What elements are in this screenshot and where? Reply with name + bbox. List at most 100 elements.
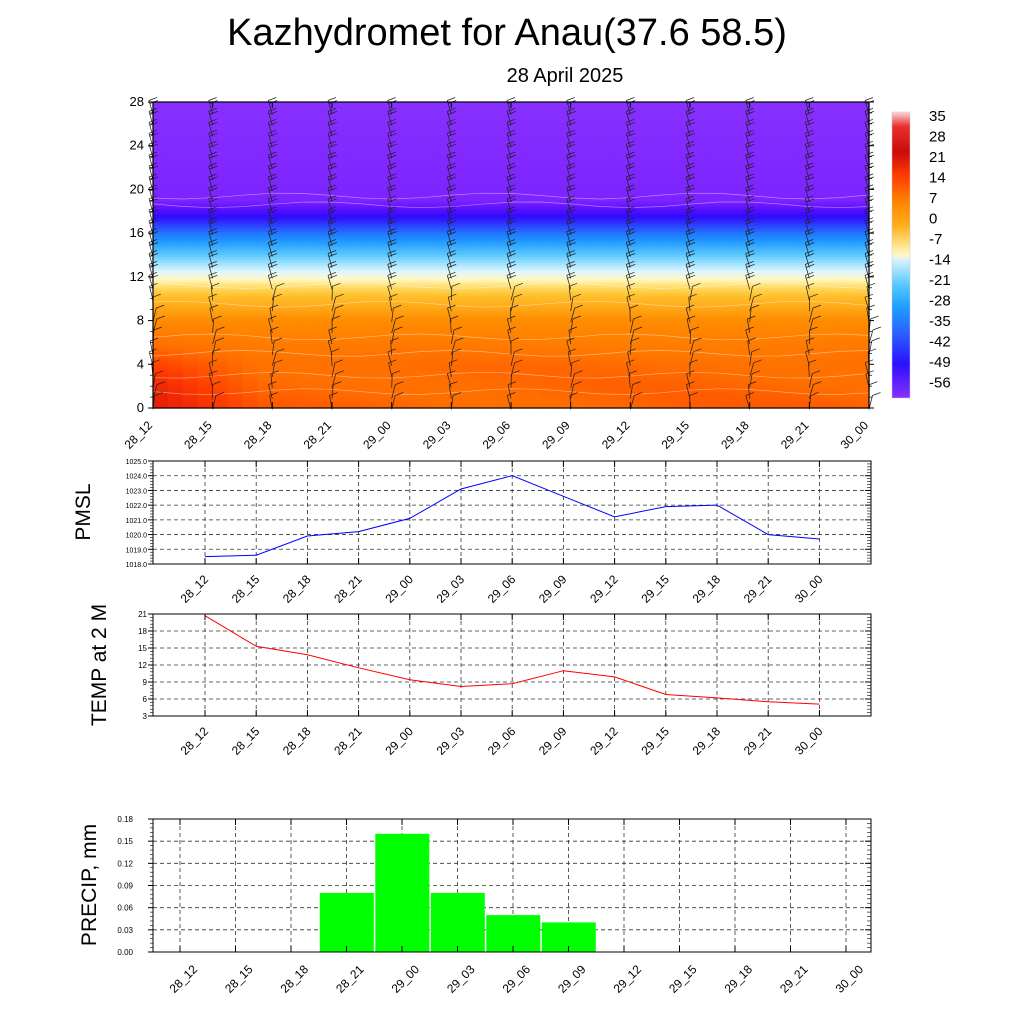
field-cell <box>421 181 438 185</box>
field-cell <box>227 280 244 284</box>
field-cell <box>287 280 303 284</box>
field-cell <box>346 183 363 187</box>
field-cell <box>376 239 393 243</box>
field-cell <box>287 244 303 248</box>
field-cell <box>182 132 199 136</box>
field-cell <box>182 270 199 274</box>
field-cell <box>376 372 393 376</box>
field-cell <box>197 357 214 361</box>
field-cell <box>391 395 408 399</box>
field-cell <box>511 158 527 162</box>
field-cell <box>570 374 587 378</box>
field-cell <box>167 232 184 236</box>
field-cell <box>242 201 259 205</box>
field-cell <box>302 160 318 164</box>
field-cell <box>570 104 587 108</box>
field-cell <box>167 260 184 264</box>
field-cell <box>421 147 438 152</box>
field-cell <box>570 142 587 146</box>
field-cell <box>272 390 288 394</box>
field-cell <box>257 405 273 409</box>
field-cell <box>585 209 602 213</box>
field-cell <box>525 400 542 404</box>
field-cell <box>451 374 467 378</box>
field-cell <box>555 346 572 350</box>
field-cell <box>182 178 199 182</box>
field-cell <box>540 181 557 185</box>
field-cell <box>287 224 303 228</box>
field-cell <box>182 183 199 187</box>
field-cell <box>242 178 259 182</box>
field-cell <box>272 193 288 197</box>
field-cell <box>346 349 363 353</box>
field-cell <box>346 336 363 340</box>
field-cell <box>197 150 214 154</box>
field-cell <box>511 234 527 238</box>
field-cell <box>391 175 408 180</box>
field-cell <box>197 369 214 373</box>
field-cell <box>212 341 229 345</box>
field-cell <box>600 224 617 228</box>
field-cell <box>257 214 273 218</box>
field-cell <box>406 209 423 213</box>
field-cell <box>421 175 438 180</box>
field-cell <box>197 224 214 228</box>
field-cell <box>391 224 408 228</box>
field-cell <box>197 328 214 333</box>
field-cell <box>496 130 512 134</box>
field-cell <box>227 117 244 121</box>
field-cell <box>585 175 602 180</box>
field-cell <box>153 265 169 269</box>
field-cell <box>272 400 288 404</box>
field-cell <box>346 362 363 366</box>
field-cell <box>525 137 542 141</box>
field-cell <box>540 206 557 210</box>
field-cell <box>406 211 423 215</box>
field-cell <box>242 272 259 276</box>
field-cell <box>227 186 244 190</box>
field-cell <box>346 339 363 343</box>
field-cell <box>585 224 602 228</box>
field-cell <box>332 247 348 251</box>
field-cell <box>540 186 557 190</box>
field-cell <box>600 237 617 241</box>
field-cell <box>600 392 617 396</box>
field-cell <box>242 306 259 310</box>
field-cell <box>227 163 244 167</box>
field-cell <box>332 175 348 180</box>
field-cell <box>272 369 288 373</box>
field-cell <box>227 346 244 350</box>
field-cell <box>257 334 273 338</box>
field-cell <box>406 328 423 333</box>
field-cell <box>481 140 497 144</box>
field-cell <box>302 377 318 381</box>
field-cell <box>585 201 602 205</box>
field-cell <box>257 153 273 157</box>
field-cell <box>361 257 378 261</box>
field-cell <box>376 114 393 118</box>
field-cell <box>287 285 303 289</box>
field-cell <box>272 224 288 228</box>
field-cell <box>540 104 557 108</box>
field-cell <box>197 377 214 381</box>
field-cell <box>615 140 631 144</box>
field-cell <box>197 290 214 294</box>
field-cell <box>361 369 378 373</box>
field-cell <box>272 219 288 223</box>
field-cell <box>391 290 408 294</box>
field-cell <box>406 397 423 401</box>
field-cell <box>242 247 259 251</box>
field-cell <box>153 300 169 305</box>
field-cell <box>496 122 512 126</box>
field-cell <box>436 160 452 164</box>
field-cell <box>585 341 602 345</box>
field-cell <box>212 252 229 256</box>
field-cell <box>361 191 378 195</box>
field-cell <box>257 206 273 210</box>
field-cell <box>436 262 452 266</box>
field-cell <box>421 298 438 302</box>
field-cell <box>481 379 497 384</box>
field-cell <box>167 130 184 134</box>
field-cell <box>361 318 378 322</box>
field-cell <box>540 155 557 159</box>
